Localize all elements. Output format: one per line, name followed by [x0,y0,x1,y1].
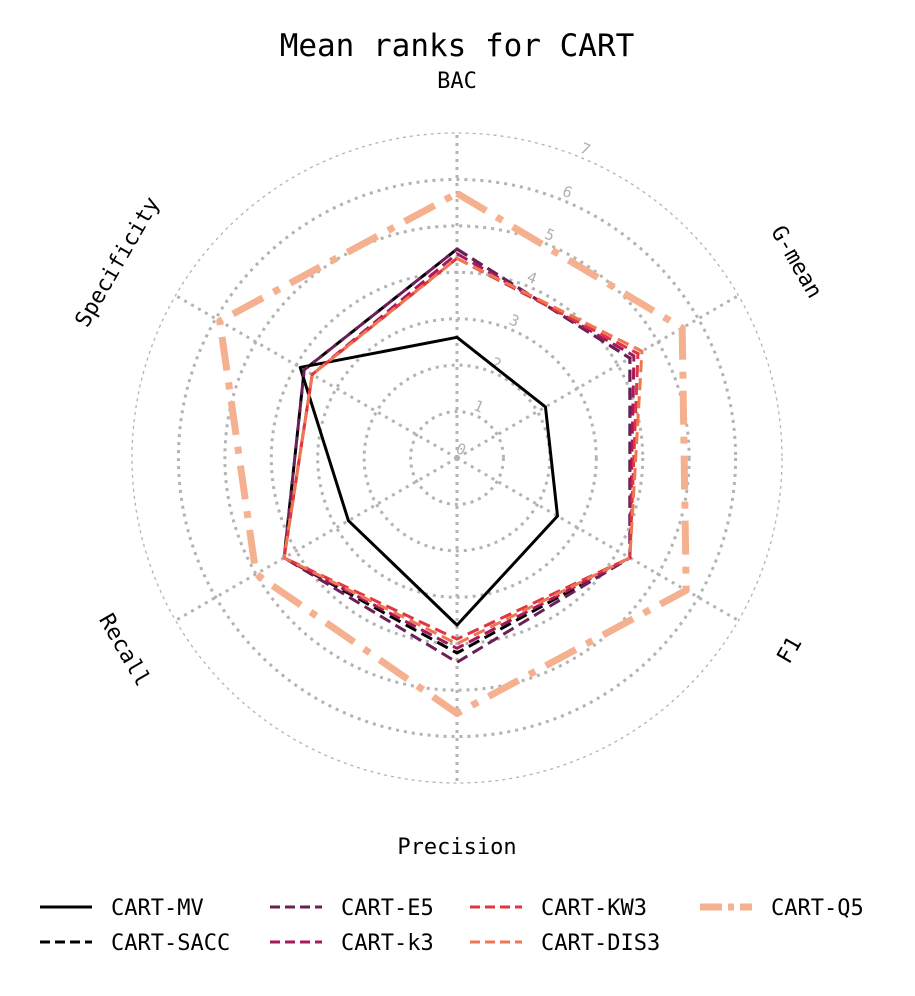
grid-ring-3 [316,317,598,599]
axis-label-recall: Recall [93,610,154,691]
tick-label-4: 4 [524,268,539,288]
axis-label-f1: F1 [773,633,808,668]
grid-ring-5 [223,224,691,692]
legend-label-cart-sacc: CART-SACC [111,931,230,956]
legend: CART-MV CART-SACC CART-E5 CART-k3 CART-KW3 CA… [40,896,864,956]
axis-label-specificity: Specificity [71,193,166,332]
radar-grid [131,132,783,784]
legend-label-cart-k3: CART-k3 [341,931,434,956]
tick-label-3: 3 [507,311,522,331]
tick-label-7: 7 [578,139,593,159]
spoke-g-mean [456,294,740,460]
axis-label-bac: BAC [437,69,477,94]
axis-label-precision: Precision [397,835,516,860]
chart-title: Mean ranks for CART [280,28,635,64]
series-lines [216,189,690,717]
legend-label-cart-dis3: CART-DIS3 [541,931,660,956]
tick-label-0: 0 [453,439,468,459]
spoke-recall [174,456,458,622]
tick-label-6: 6 [560,182,575,202]
grid-ring-1 [409,410,505,506]
legend-label-cart-e5: CART-E5 [341,896,434,921]
spoke-f1 [456,456,740,622]
spoke-specificity [174,294,458,460]
tick-label-5: 5 [542,225,557,245]
axis-label-g-mean: G-mean [765,222,826,303]
grid-ring-7 [131,132,783,784]
tick-label-1: 1 [471,396,486,416]
series-cart-q5 [216,189,690,717]
legend-label-cart-kw3: CART-KW3 [541,896,647,921]
grid-ring-6 [176,177,738,739]
legend-label-cart-mv: CART-MV [111,896,204,921]
legend-label-cart-q5: CART-Q5 [771,896,864,921]
